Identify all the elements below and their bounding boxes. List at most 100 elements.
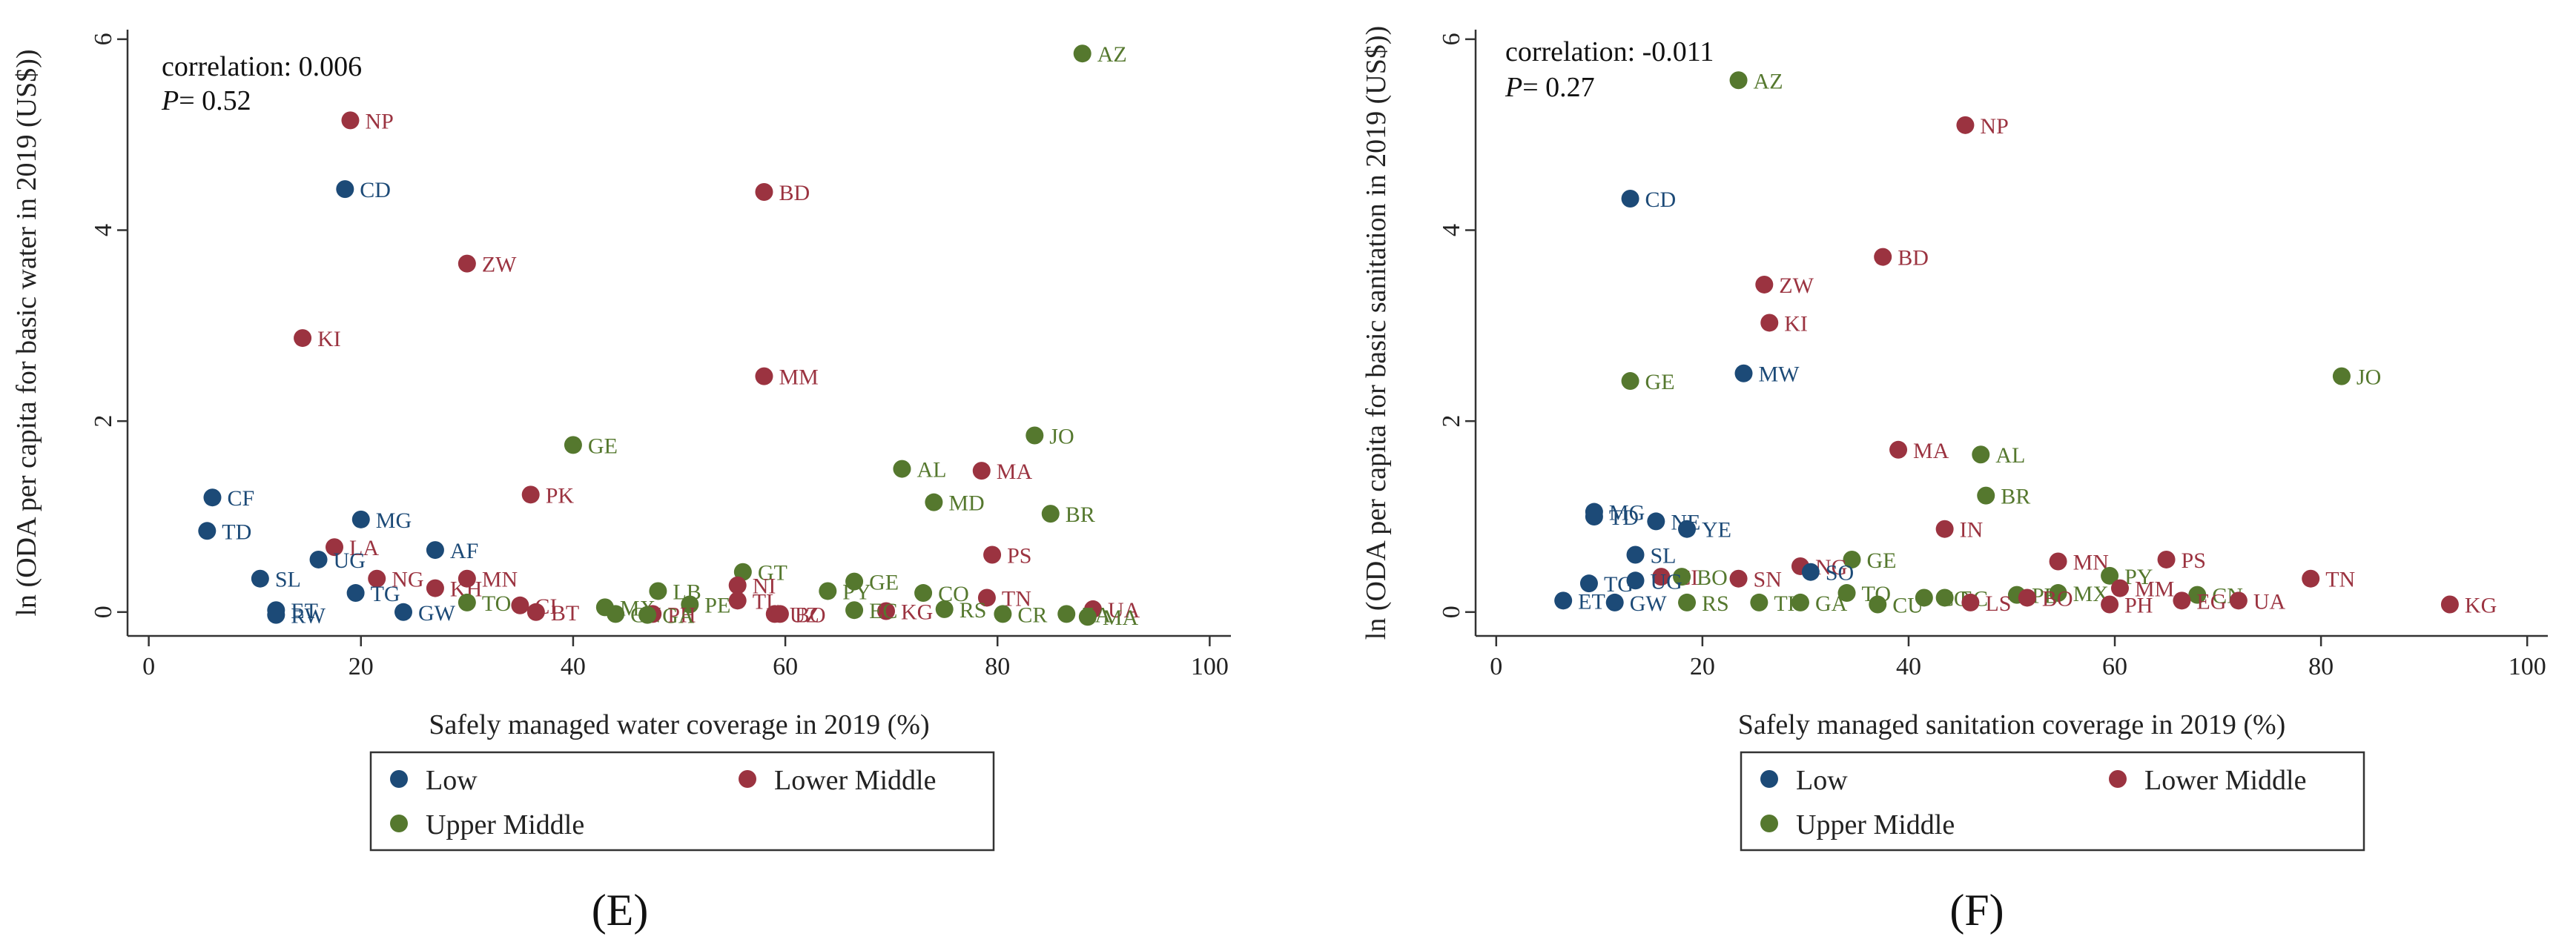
data-point-label: ZW (482, 253, 517, 277)
data-point (1889, 440, 1908, 459)
data-point-label: CF (227, 486, 254, 511)
data-point (1554, 591, 1573, 610)
data-point-label: AF (450, 539, 478, 563)
data-point (2018, 588, 2036, 607)
p-symbol: P (1505, 72, 1522, 103)
data-point (1961, 593, 1980, 611)
legend-marker (1760, 815, 1778, 832)
legend-marker (1760, 770, 1778, 788)
legend-entry-label: Low (1796, 765, 1848, 796)
data-point (1977, 486, 1995, 505)
data-point (1026, 426, 1044, 445)
data-point-label: RS (1702, 591, 1729, 616)
data-point-label: TD (222, 520, 251, 544)
data-point (564, 436, 582, 454)
data-point (394, 603, 412, 621)
data-point-label: NG (392, 568, 423, 592)
y-tick-label: 4 (90, 224, 117, 236)
data-point (1750, 593, 1768, 611)
data-point (203, 488, 222, 507)
legend-marker (390, 815, 408, 832)
data-point (1760, 314, 1779, 332)
data-point (2173, 591, 2191, 610)
data-point (1626, 571, 1645, 590)
data-point-label: NP (1980, 114, 2008, 139)
data-point (638, 606, 657, 624)
data-point (1915, 588, 1933, 607)
data-point (2229, 591, 2248, 610)
data-point (1734, 364, 1753, 382)
x-tick-label: 40 (1896, 653, 1921, 680)
data-point (1626, 546, 1645, 564)
data-point-label: NI (753, 574, 776, 599)
data-point (267, 606, 285, 624)
data-point (458, 254, 476, 273)
data-point-label: GT (758, 561, 787, 586)
data-point-label: MM (2135, 577, 2174, 602)
data-point (1869, 595, 1887, 614)
data-point-label: BO (2042, 586, 2073, 611)
y-axis-title: ln (ODA per capita for basic water in 20… (11, 49, 42, 616)
data-point-label: MA (1103, 606, 1139, 630)
data-point-label: YE (1702, 518, 1731, 543)
panel-letter: (E) (592, 886, 649, 935)
data-point-label: CD (360, 178, 391, 202)
data-point-label: SL (275, 568, 301, 592)
data-point-label: GW (1630, 591, 1668, 616)
data-point (526, 603, 545, 621)
correlation-annotation: correlation: -0.011 (1505, 36, 1714, 67)
data-point-label: UA (1108, 598, 1140, 623)
data-point-label: MN (482, 568, 518, 592)
data-point (1843, 550, 1861, 568)
data-point (1729, 71, 1748, 90)
x-tick-label: 40 (561, 653, 586, 680)
x-tick-label: 60 (2102, 653, 2127, 680)
data-point-label: LA (349, 536, 379, 560)
data-point-label: PY (2124, 565, 2153, 589)
data-point (977, 588, 996, 607)
x-tick-label: 100 (2509, 653, 2546, 680)
data-point-label: JO (1049, 424, 1074, 448)
data-point (1579, 574, 1598, 593)
data-point-label: PK (546, 483, 575, 508)
data-point (1956, 116, 1975, 134)
data-point (2157, 550, 2176, 568)
data-point (368, 569, 386, 588)
data-point-label: CD (1645, 188, 1677, 212)
y-tick-label: 0 (90, 606, 117, 618)
data-point (1874, 248, 1892, 266)
x-axis-title: Safely managed sanitation coverage in 20… (1738, 709, 2286, 740)
data-point-label: BT (551, 601, 579, 626)
data-point-label: BO (1697, 566, 1728, 590)
data-point (733, 563, 752, 581)
data-point (877, 602, 895, 620)
data-point (1678, 593, 1697, 611)
data-point-label: GE (1645, 370, 1675, 394)
data-point (845, 572, 864, 591)
data-point-label: PH (2124, 593, 2153, 617)
x-tick-label: 100 (1191, 653, 1229, 680)
data-point-label: MD (948, 491, 984, 516)
data-point-label: ET (291, 599, 318, 623)
p-value-annotation: P= 0.27 (1505, 72, 1595, 103)
data-point (1073, 44, 1092, 63)
data-point (251, 569, 269, 588)
data-point (1585, 507, 1603, 525)
legend-entry-label: Lower Middle (2144, 765, 2306, 796)
data-point-label: TN (2325, 568, 2355, 592)
data-point (1621, 372, 1639, 391)
data-point (1935, 520, 1954, 538)
data-point (1791, 593, 1809, 611)
data-point-label: UG (1651, 569, 1682, 594)
data-point (728, 591, 747, 610)
panel-e: 0 20 40 60 80 100 0 2 4 6 Safely managed water cov… (11, 30, 1231, 935)
data-point (1673, 568, 1691, 586)
data-point (681, 595, 699, 614)
data-point (1935, 588, 1954, 607)
data-point (336, 180, 354, 199)
data-point-label: BD (779, 181, 810, 205)
data-point (1621, 190, 1639, 208)
data-point-label: SO (1826, 561, 1854, 586)
y-axis-title: ln (ODA per capita for basic sanitation … (1361, 26, 1392, 640)
